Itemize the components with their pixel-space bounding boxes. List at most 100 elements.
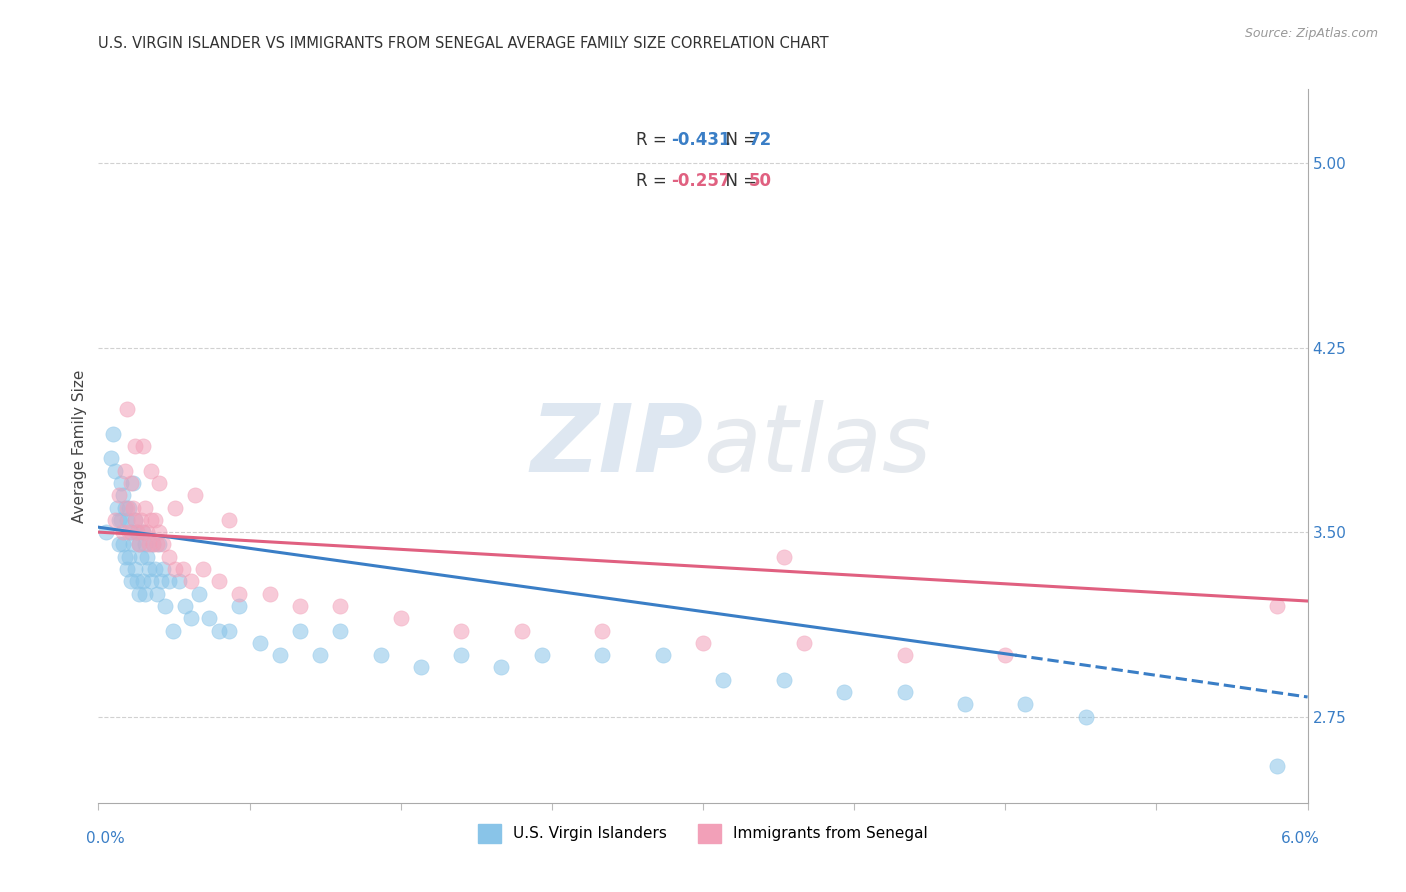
Point — [103, 513, 125, 527]
Point — [120, 475, 142, 490]
Point — [129, 513, 152, 527]
Point — [101, 426, 124, 441]
Text: -0.431: -0.431 — [672, 130, 731, 149]
Point — [510, 624, 533, 638]
Point — [146, 537, 169, 551]
Point — [103, 464, 125, 478]
Point — [132, 525, 155, 540]
Point — [128, 537, 150, 551]
Text: 6.0%: 6.0% — [1281, 831, 1320, 847]
Point — [111, 537, 134, 551]
Point — [228, 599, 250, 613]
Point — [218, 624, 240, 638]
Point — [832, 685, 855, 699]
Point — [893, 648, 915, 662]
Point — [208, 624, 231, 638]
Point — [121, 475, 143, 490]
Point — [143, 562, 166, 576]
Text: Source: ZipAtlas.com: Source: ZipAtlas.com — [1244, 27, 1378, 40]
Text: -0.257: -0.257 — [672, 172, 731, 190]
Point — [114, 500, 136, 515]
Point — [450, 648, 472, 662]
Point — [153, 599, 176, 613]
Text: atlas: atlas — [703, 401, 931, 491]
Point — [1014, 698, 1036, 712]
Point — [121, 500, 143, 515]
Point — [148, 537, 170, 551]
Point — [124, 513, 146, 527]
Point — [115, 402, 138, 417]
Point — [114, 549, 136, 564]
Point — [167, 574, 190, 589]
Point — [793, 636, 815, 650]
Point — [228, 587, 250, 601]
Point — [132, 574, 155, 589]
Point — [134, 500, 156, 515]
Point — [329, 599, 352, 613]
Point — [139, 513, 162, 527]
Point — [115, 513, 138, 527]
Point — [208, 574, 231, 589]
Point — [125, 525, 148, 540]
Point — [772, 673, 794, 687]
Point — [120, 574, 142, 589]
Point — [125, 525, 148, 540]
Point — [389, 611, 412, 625]
Point — [491, 660, 513, 674]
Point — [138, 562, 160, 576]
Point — [96, 525, 118, 540]
Point — [118, 549, 141, 564]
Point — [692, 636, 714, 650]
Point — [249, 636, 271, 650]
Point — [124, 513, 146, 527]
Text: N =: N = — [716, 172, 762, 190]
Point — [138, 537, 160, 551]
Point — [120, 525, 142, 540]
Point — [184, 488, 207, 502]
Text: ZIP: ZIP — [530, 400, 703, 492]
Point — [1267, 759, 1289, 773]
Point — [162, 624, 184, 638]
Point — [259, 587, 281, 601]
Point — [711, 673, 734, 687]
Point — [157, 549, 180, 564]
Point — [134, 587, 156, 601]
Point — [1074, 709, 1097, 723]
Text: U.S. VIRGIN ISLANDER VS IMMIGRANTS FROM SENEGAL AVERAGE FAMILY SIZE CORRELATION : U.S. VIRGIN ISLANDER VS IMMIGRANTS FROM … — [98, 36, 830, 51]
Point — [172, 562, 194, 576]
Point — [100, 451, 122, 466]
Point — [953, 698, 976, 712]
Point — [121, 537, 143, 551]
Point — [115, 500, 138, 515]
Point — [107, 488, 129, 502]
Point — [530, 648, 553, 662]
Point — [105, 500, 128, 515]
Point — [218, 513, 240, 527]
Point — [110, 475, 132, 490]
Point — [152, 537, 174, 551]
Point — [118, 500, 141, 515]
Point — [180, 611, 202, 625]
Point — [134, 537, 156, 551]
Point — [111, 525, 134, 540]
Point — [148, 525, 170, 540]
Point — [139, 464, 162, 478]
Point — [288, 599, 311, 613]
Point — [111, 488, 134, 502]
Text: R =: R = — [637, 130, 672, 149]
Point — [269, 648, 291, 662]
Text: 0.0%: 0.0% — [86, 831, 125, 847]
Text: R =: R = — [637, 172, 672, 190]
Point — [115, 562, 138, 576]
Point — [124, 439, 146, 453]
Point — [163, 562, 186, 576]
Point — [1267, 599, 1289, 613]
Point — [591, 648, 613, 662]
Point — [180, 574, 202, 589]
Point — [193, 562, 215, 576]
Point — [772, 549, 794, 564]
Text: 72: 72 — [749, 130, 772, 149]
Text: 50: 50 — [749, 172, 772, 190]
Point — [309, 648, 332, 662]
Point — [163, 500, 186, 515]
